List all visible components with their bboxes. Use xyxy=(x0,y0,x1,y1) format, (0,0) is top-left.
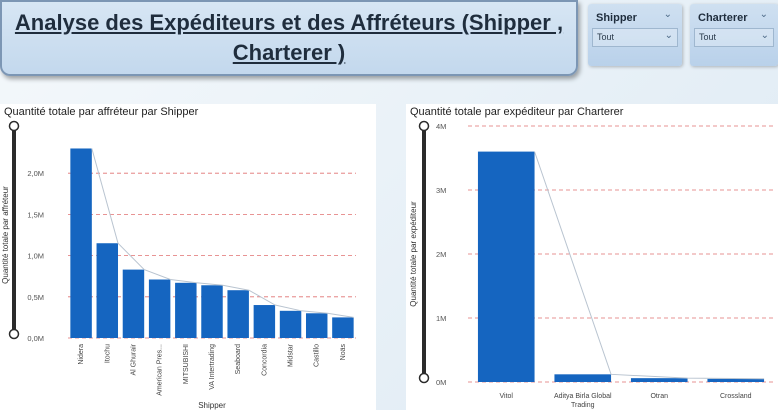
x-tick-label: Nidera xyxy=(78,344,85,365)
zoom-slider-handle-bottom xyxy=(8,328,20,340)
y-tick-label: 0,5M xyxy=(27,293,44,302)
x-axis-label: Shipper xyxy=(198,401,226,410)
charterer-dropdown-value: Tout xyxy=(699,32,717,42)
bar xyxy=(554,374,612,382)
x-tick-label: Midstar xyxy=(288,343,295,367)
bar xyxy=(175,282,197,338)
x-tick-label: Concordia xyxy=(261,344,268,376)
x-tick-label: Crossland xyxy=(720,393,752,400)
bar xyxy=(227,290,249,338)
chevron-down-icon[interactable]: ⌄ xyxy=(663,9,672,20)
y-tick-label: 1,5M xyxy=(27,210,44,219)
x-tick-label: Trading xyxy=(571,402,595,409)
bar xyxy=(201,285,223,338)
y-axis-label: Quantité totale par affréteur xyxy=(1,186,10,284)
y-tick-label: 2M xyxy=(436,250,446,259)
y-axis-label: Quantité totale par expéditeur xyxy=(409,201,418,307)
x-tick-label: VA Intertrading xyxy=(209,344,216,390)
y-tick-label: 2,0M xyxy=(27,169,44,178)
y-tick-label: 4M xyxy=(436,122,446,131)
x-tick-label: Otran xyxy=(650,393,668,400)
trend-line xyxy=(534,151,765,380)
y-tick-label: 1M xyxy=(436,314,446,323)
y-tick-label: 3M xyxy=(436,186,446,195)
bar xyxy=(332,317,354,338)
slicer-charterer[interactable]: Charterer ⌄ Tout ⌄ xyxy=(690,4,778,66)
bar xyxy=(253,305,276,338)
y-tick-label: 0M xyxy=(436,378,446,387)
slicer-charterer-label: Charterer xyxy=(698,12,748,24)
charterer-bar-chart: Quantité totale par expéditeur 0M 1M 2M 3M 4M… xyxy=(409,120,774,409)
y-tick-label: 0,0M xyxy=(27,334,44,343)
bar xyxy=(707,378,765,382)
chart-panel-shipper: Quantité totale par affréteur par Shippe… xyxy=(0,104,376,410)
chart-panel-charterer: Quantité totale par expéditeur par Chart… xyxy=(406,104,778,410)
x-tick-label: Noäs xyxy=(340,344,347,361)
x-tick-label: Al Ghurair xyxy=(130,343,137,375)
chevron-down-icon[interactable]: ⌄ xyxy=(760,30,769,41)
slicer-shipper[interactable]: Shipper ⌄ Tout ⌄ xyxy=(588,4,682,66)
bar xyxy=(96,243,119,338)
charterer-dropdown[interactable]: Tout ⌄ xyxy=(694,28,774,47)
x-tick-label: Itochu xyxy=(104,344,111,363)
zoom-slider-handle-bottom xyxy=(418,372,430,384)
bar xyxy=(630,378,688,382)
x-tick-label: MITSUBISHI xyxy=(183,344,190,384)
title-card: Analyse des Expéditeurs et des Affréteur… xyxy=(0,0,578,76)
chart-title: Quantité totale par expéditeur par Chart… xyxy=(410,106,624,118)
x-tick-label: American Pres... xyxy=(157,344,164,396)
shipper-dropdown-value: Tout xyxy=(597,32,615,42)
bar xyxy=(70,148,92,338)
chevron-down-icon[interactable]: ⌄ xyxy=(664,30,673,41)
zoom-slider-handle-top xyxy=(418,120,430,132)
x-tick-label: Vitol xyxy=(500,393,514,400)
bar xyxy=(148,279,171,338)
page-title: Analyse des Expéditeurs et des Affréteur… xyxy=(14,10,564,65)
shipper-bar-chart: Quantité totale par affréteur 0,0M 0,5M 1,0… xyxy=(1,120,356,410)
bar xyxy=(279,310,302,338)
shipper-dropdown[interactable]: Tout ⌄ xyxy=(592,28,678,47)
bar xyxy=(122,269,145,338)
y-tick-label: 1,0M xyxy=(27,252,44,261)
x-tick-label: Seaboard xyxy=(235,344,242,374)
x-tick-label: Aditya Birla Global xyxy=(554,393,612,400)
zoom-slider-handle-top xyxy=(8,120,20,132)
chevron-down-icon[interactable]: ⌄ xyxy=(759,9,768,20)
chart-title: Quantité totale par affréteur par Shippe… xyxy=(4,106,199,118)
bar xyxy=(305,313,328,338)
bar xyxy=(477,151,535,382)
trend-line xyxy=(91,148,354,318)
x-tick-label: Castillo xyxy=(314,344,321,367)
slicer-shipper-label: Shipper xyxy=(596,12,637,24)
